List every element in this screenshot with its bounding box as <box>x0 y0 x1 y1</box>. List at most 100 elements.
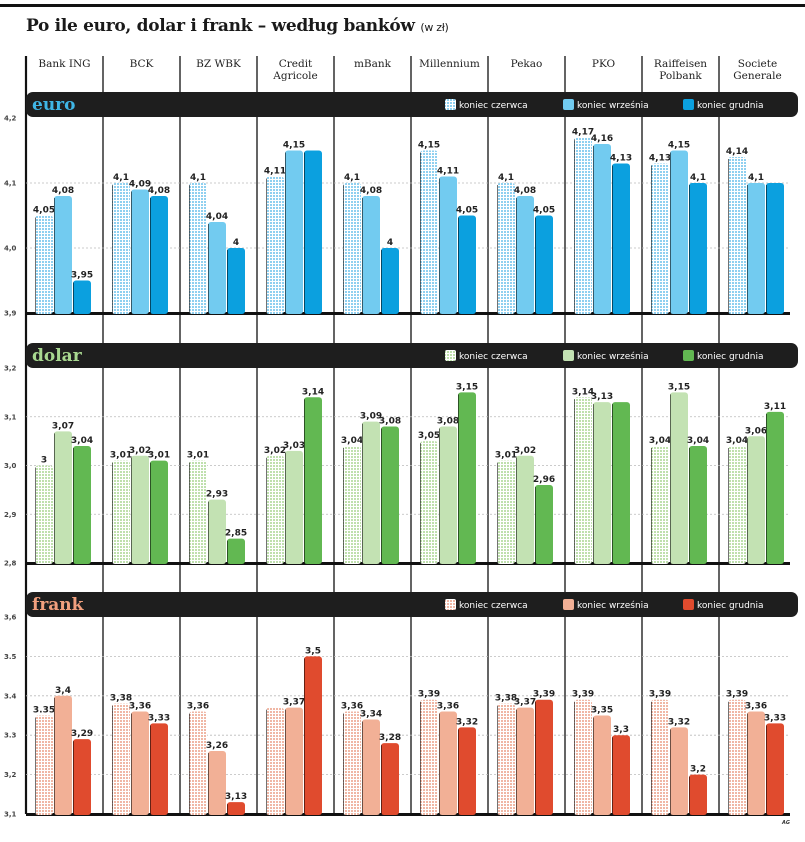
value-label: 3,01 <box>495 451 517 461</box>
bar-frank-4-0 <box>343 711 361 815</box>
value-label: 2,96 <box>533 475 555 485</box>
bar-euro-5-2 <box>458 215 476 314</box>
y-tick-label: 3,6 <box>4 614 17 622</box>
value-label: 4 <box>233 238 239 248</box>
value-label: 3,39 <box>572 690 594 700</box>
bar-frank-8-2 <box>689 774 707 815</box>
value-label: 3,38 <box>110 694 132 704</box>
value-label: 3,36 <box>187 702 209 712</box>
value-label: 2,93 <box>206 490 228 500</box>
legend-swatch <box>563 599 574 610</box>
legend-swatch <box>563 350 574 361</box>
bar-euro-5-1 <box>439 176 457 314</box>
bar-frank-3-2 <box>304 656 322 815</box>
chart-title: Po ile euro, dolar i frank – według bank… <box>26 16 449 36</box>
legend-swatch <box>683 99 694 110</box>
bar-euro-8-2 <box>689 183 707 314</box>
y-tick-label: 2,8 <box>4 560 17 568</box>
value-label: 4,1 <box>113 173 129 183</box>
value-label: 3,11 <box>764 402 786 412</box>
bar-frank-8-1 <box>670 727 688 815</box>
value-label: 3,39 <box>726 690 748 700</box>
bar-euro-7-1 <box>593 144 611 314</box>
y-tick-label: 4,2 <box>4 115 17 123</box>
panel-title: euro <box>32 95 75 115</box>
value-label: 4,15 <box>418 141 440 151</box>
value-label: 3,26 <box>206 741 228 751</box>
legend-label: koniec czerwca <box>459 352 528 362</box>
legend-label: koniec grudnia <box>697 601 764 611</box>
value-label: 3,37 <box>514 698 536 708</box>
value-label: 3,08 <box>437 417 459 427</box>
bar-euro-9-2 <box>766 183 784 314</box>
panel-dolar: 3,23,13,02,92,833,073,043,013,023,01 3,01… <box>4 343 798 568</box>
value-label: 3 <box>41 456 47 466</box>
value-label: 4,14 <box>726 147 748 157</box>
panel-band <box>26 343 798 368</box>
bar-dolar-0-2 <box>73 446 91 564</box>
value-label: 4 <box>387 238 393 248</box>
legend-swatch <box>445 350 456 361</box>
chart-title-text: Po ile euro, dolar i frank – według bank… <box>26 16 415 36</box>
value-label: 3,4 <box>55 686 71 696</box>
y-tick-label: 3.3 <box>4 732 17 740</box>
value-label: 3,38 <box>495 694 517 704</box>
value-label: 3,28 <box>379 733 401 743</box>
y-tick-label: 3,2 <box>4 365 17 373</box>
bar-frank-9-2 <box>766 723 784 815</box>
bar-dolar-8-0 <box>651 446 669 564</box>
bar-euro-3-2 <box>304 150 322 314</box>
y-tick-label: 3.5 <box>4 653 17 661</box>
bar-dolar-7-0 <box>574 397 592 564</box>
y-tick-label: 3,2 <box>4 771 17 779</box>
value-label: 3,34 <box>360 709 382 719</box>
bar-frank-8-0 <box>651 699 669 815</box>
value-label: 3,5 <box>305 646 321 656</box>
bar-dolar-3-1 <box>285 450 303 564</box>
bar-dolar-9-2 <box>766 411 784 564</box>
legend-swatch <box>683 599 694 610</box>
bank-header-0: Bank ING <box>38 58 90 70</box>
panel-title: frank <box>32 595 85 615</box>
bank-header-3: Credit <box>279 58 313 70</box>
bar-dolar-3-0 <box>266 455 284 564</box>
bar-frank-2-0 <box>189 711 207 815</box>
value-label: 3,15 <box>456 382 478 392</box>
bar-euro-4-1 <box>362 196 380 314</box>
bank-header-6: Pekao <box>511 58 543 70</box>
bar-euro-0-1 <box>54 196 72 314</box>
bar-frank-2-1 <box>208 750 226 815</box>
panels: 4,24,14,03,94,054,083,954,14,094,084,14,… <box>4 92 798 819</box>
value-label: 4,16 <box>591 134 613 144</box>
bar-euro-2-1 <box>208 222 226 314</box>
legend-swatch <box>445 599 456 610</box>
bar-frank-0-0 <box>35 715 53 815</box>
value-label: 3,02 <box>264 446 286 456</box>
value-label: 4,09 <box>129 180 151 190</box>
bar-dolar-9-0 <box>728 446 746 564</box>
bar-frank-7-0 <box>574 699 592 815</box>
legend-label: koniec czerwca <box>459 101 528 111</box>
value-label: 4,04 <box>206 212 228 222</box>
y-tick-label: 3.4 <box>4 692 17 700</box>
value-label: 3,39 <box>533 690 555 700</box>
value-label: 3,39 <box>418 690 440 700</box>
bar-frank-6-0 <box>497 703 515 815</box>
legend-label: koniec września <box>577 100 649 111</box>
bar-frank-0-1 <box>54 695 72 815</box>
bar-dolar-6-2 <box>535 485 553 564</box>
value-label: 4,1 <box>690 173 706 183</box>
value-label: 3,04 <box>687 436 709 446</box>
y-tick-label: 2,9 <box>4 511 17 519</box>
value-label: 4,08 <box>52 186 74 196</box>
value-label: 3,36 <box>745 702 767 712</box>
bar-euro-9-1 <box>747 183 765 314</box>
bar-dolar-5-2 <box>458 392 476 564</box>
bar-euro-6-1 <box>516 196 534 314</box>
bar-frank-6-2 <box>535 699 553 815</box>
value-label: 4,05 <box>456 206 478 216</box>
value-label: 4,05 <box>533 206 555 216</box>
bar-frank-9-0 <box>728 699 746 815</box>
panel-band <box>26 592 798 617</box>
y-tick-label: 3,1 <box>4 413 17 421</box>
